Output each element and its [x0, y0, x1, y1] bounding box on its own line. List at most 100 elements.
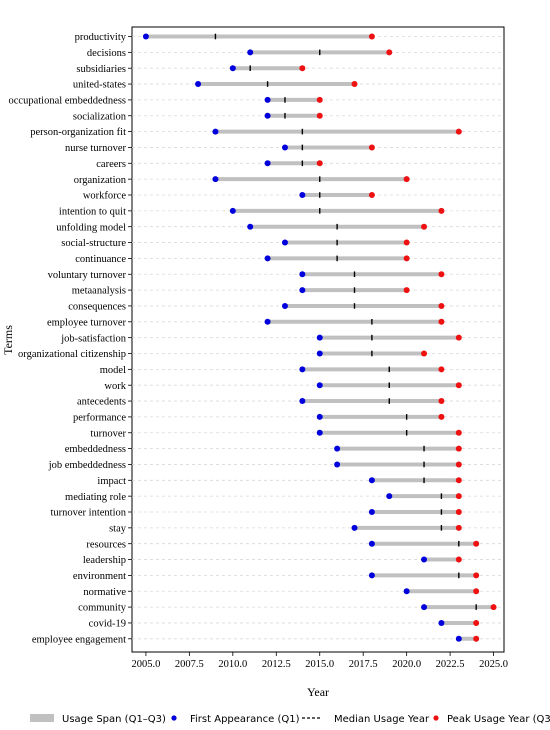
first-point-unfolding-model	[247, 223, 254, 230]
x-tick-label-5: 2017.5	[349, 659, 378, 670]
y-tick-label-employee-turnover: employee turnover	[47, 317, 127, 328]
first-point-employee-turnover	[264, 318, 271, 325]
y-tick-label-social-structure: social-structure	[61, 238, 126, 249]
y-tick-label-occupational-embeddedness: occupational embeddedness	[9, 96, 127, 107]
y-tick-labels: productivity decisions subsidiaries united-…	[9, 32, 132, 645]
legend-median-label: Median Usage Year	[334, 714, 430, 725]
y-tick-label-impact: impact	[97, 476, 126, 487]
first-point-person-organization-fit	[212, 128, 219, 135]
y-tick-label-work: work	[104, 381, 126, 392]
y-tick-label-unfolding-model: unfolding model	[56, 222, 126, 233]
y-tick-label-performance: performance	[73, 413, 126, 424]
peak-point-performance	[438, 413, 445, 420]
first-point-intention-to-quit	[229, 207, 236, 214]
y-tick-label-voluntary-turnover: voluntary turnover	[48, 270, 127, 281]
y-tick-label-careers: careers	[96, 159, 126, 170]
peak-point-job-satisfaction	[455, 334, 462, 341]
x-tick-label-1: 2007.5	[175, 659, 204, 670]
peak-point-united-states	[351, 81, 358, 88]
first-point-nurse-turnover	[281, 144, 288, 151]
peak-point-intention-to-quit	[438, 207, 445, 214]
peak-point-workforce	[368, 192, 375, 198]
x-tick-label-4: 2015.0	[305, 659, 334, 670]
y-tick-label-decisions: decisions	[87, 48, 126, 59]
first-point-resources	[368, 540, 375, 547]
y-tick-label-united-states: united-states	[73, 80, 126, 91]
first-point-organization	[212, 176, 219, 183]
y-tick-label-stay: stay	[109, 523, 127, 534]
y-tick-label-community: community	[78, 603, 127, 614]
first-point-voluntary-turnover	[299, 271, 306, 278]
peak-point-turnover	[455, 429, 462, 436]
x-tick-label-0: 2005.0	[131, 659, 160, 670]
first-point-careers	[264, 160, 271, 167]
peak-point-unfolding-model	[421, 223, 428, 230]
first-point-stay	[351, 524, 358, 531]
first-point-consequences	[281, 302, 288, 309]
first-point-leadership	[421, 556, 428, 563]
y-tick-label-resources: resources	[86, 539, 126, 550]
x-tick-label-7: 2022.5	[436, 659, 465, 670]
first-point-normative	[403, 588, 410, 595]
x-tick-label-3: 2012.5	[262, 659, 291, 670]
y-tick-label-leadership: leadership	[83, 555, 126, 566]
y-axis-title: Terms	[1, 325, 15, 355]
peak-point-resources	[473, 540, 480, 547]
peak-point-normative	[473, 588, 480, 595]
first-point-job-embeddedness	[334, 461, 341, 468]
x-ticks: 2005.0 2007.5 2010.0 2012.5 2015.0 2017.5 2020…	[131, 652, 508, 670]
x-tick-label-8: 2025.0	[479, 659, 508, 670]
first-point-job-satisfaction	[316, 334, 323, 341]
y-tick-label-normative: normative	[83, 587, 126, 598]
legend-peak-marker	[433, 715, 439, 721]
peak-point-careers	[316, 160, 323, 167]
first-point-mediating-role	[386, 493, 393, 500]
peak-point-organization	[403, 176, 410, 183]
y-tick-label-turnover: turnover	[90, 428, 126, 439]
peak-point-environment	[473, 572, 480, 579]
peak-point-subsidiaries	[299, 65, 306, 72]
peak-point-nurse-turnover	[368, 144, 375, 151]
peak-point-consequences	[438, 302, 445, 309]
first-point-occupational-embeddedness	[264, 96, 271, 103]
first-point-turnover-intention	[368, 509, 375, 515]
y-tick-label-job-satisfaction: job-satisfaction	[60, 333, 126, 344]
y-tick-label-nurse-turnover: nurse turnover	[65, 143, 126, 154]
peak-point-occupational-embeddedness	[316, 96, 323, 103]
first-point-socialization	[264, 112, 271, 119]
y-tick-label-socialization: socialization	[73, 111, 127, 122]
peak-point-metaanalysis	[403, 287, 410, 294]
peak-point-community	[490, 604, 497, 611]
peak-point-mediating-role	[455, 493, 462, 500]
x-axis-title: Year	[307, 685, 329, 699]
first-point-subsidiaries	[229, 65, 236, 72]
legend: Usage Span (Q1–Q3) First Appearance (Q1)…	[30, 714, 550, 725]
y-tick-label-turnover-intention: turnover intention	[50, 508, 126, 519]
mark-layer	[142, 33, 497, 642]
peak-point-person-organization-fit	[455, 128, 462, 135]
x-tick-label-2: 2010.0	[218, 659, 247, 670]
y-tick-label-person-organization-fit: person-organization fit	[30, 127, 126, 138]
first-point-performance	[316, 413, 323, 420]
peak-point-covid-19	[473, 619, 480, 626]
first-point-decisions	[247, 49, 254, 56]
first-point-work	[316, 382, 323, 389]
first-point-continuance	[264, 255, 271, 262]
peak-point-embeddedness	[455, 445, 462, 452]
first-point-covid-19	[438, 619, 445, 626]
first-point-productivity	[142, 33, 149, 40]
plot-frame	[131, 26, 505, 653]
peak-point-social-structure	[403, 239, 410, 246]
y-tick-label-intention-to-quit: intention to quit	[59, 206, 126, 217]
y-tick-label-organizational-citizenship: organizational citizenship	[18, 349, 126, 360]
legend-first-label: First Appearance (Q1)	[190, 714, 300, 725]
peak-point-productivity	[368, 33, 375, 40]
first-point-united-states	[195, 81, 202, 88]
first-point-organizational-citizenship	[316, 350, 323, 357]
peak-point-model	[438, 366, 445, 373]
y-tick-label-organization: organization	[74, 175, 127, 186]
y-tick-label-consequences: consequences	[68, 302, 126, 313]
peak-point-decisions	[386, 49, 393, 56]
y-tick-label-workforce: workforce	[83, 191, 126, 202]
